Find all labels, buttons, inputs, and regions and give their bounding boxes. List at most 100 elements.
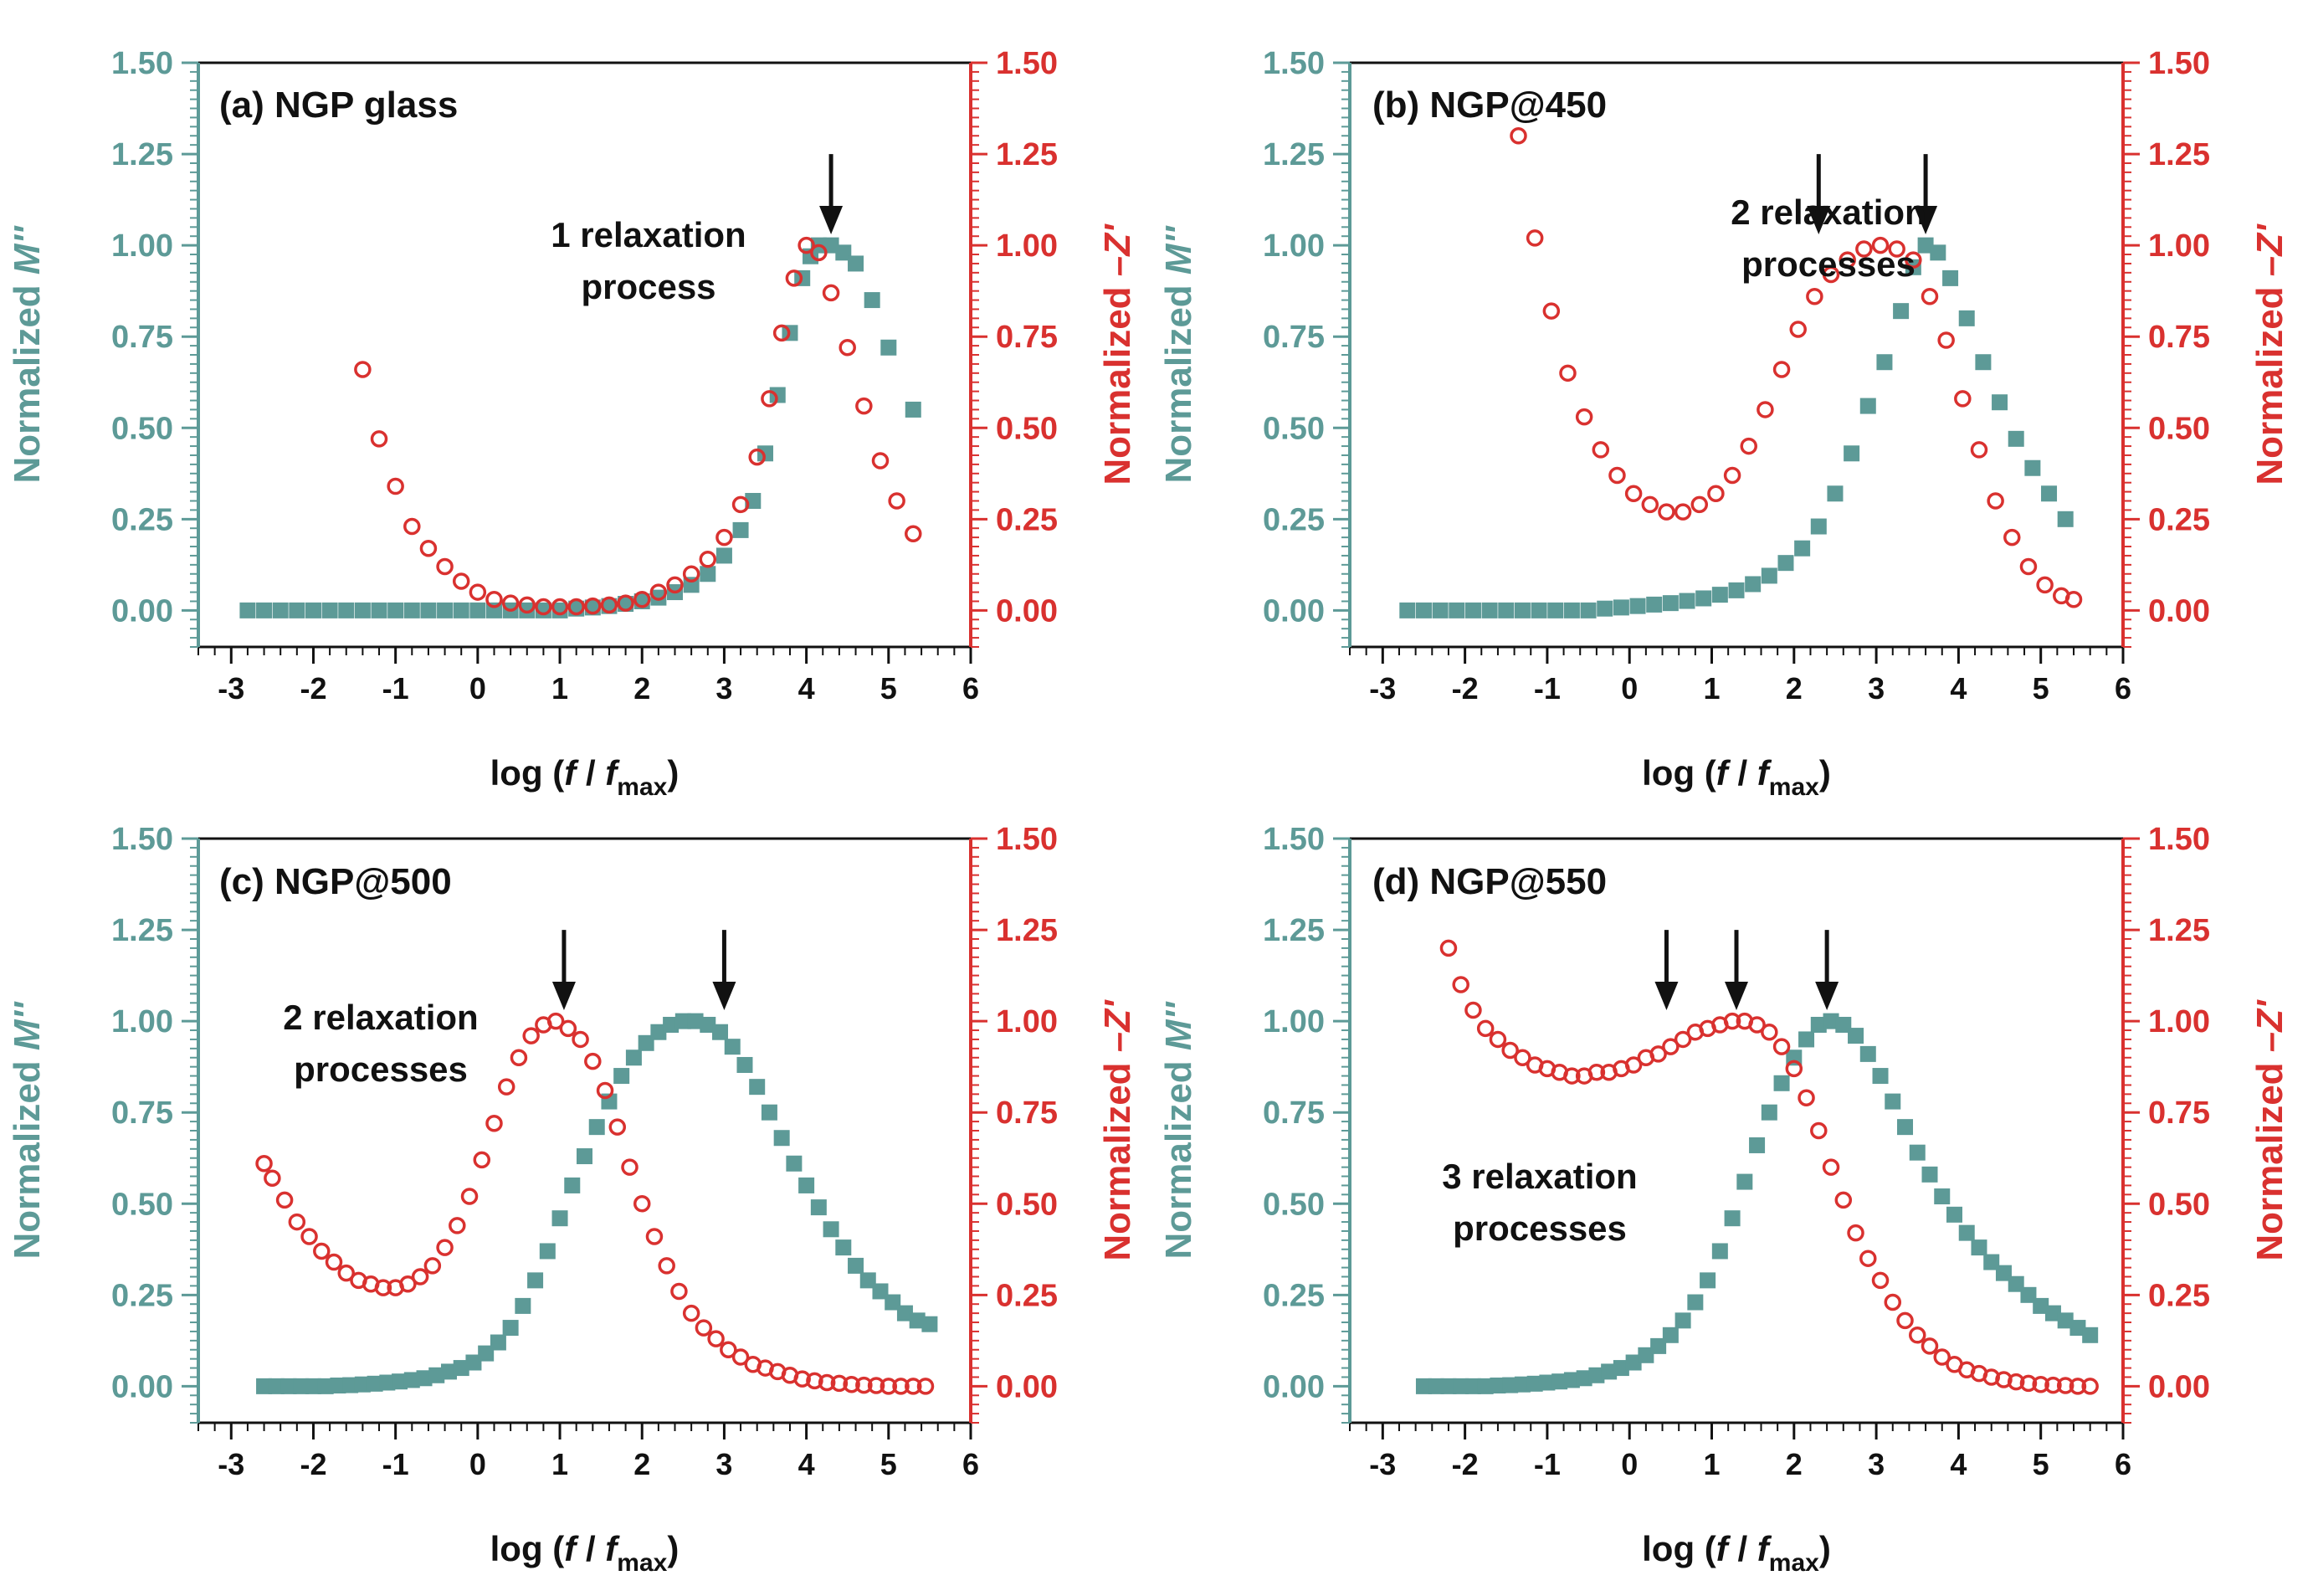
m-dblprime-point [1983,1254,2000,1270]
z-prime-point [559,1019,577,1038]
m-dblprime-point [2069,1320,2086,1337]
m-dblprime-point [1625,1354,1642,1371]
x-tick-label: 5 [880,1447,897,1481]
m-dblprime-point [1563,1372,1580,1388]
m-dblprime-point [613,1068,630,1085]
z-prime-point [584,597,602,615]
z-prime-point [855,1376,873,1394]
process-arrowhead [1815,982,1839,1011]
x-axis-title-sub: max [617,773,667,801]
m-dblprime-point [1662,595,1679,612]
z-prime-point [354,361,372,378]
z-prime-point [2081,1378,2099,1395]
z-prime-point [403,517,421,536]
m-dblprime-point [440,1363,457,1380]
m-dblprime-point [1794,540,1811,557]
z-prime-point [633,591,651,608]
relaxation-annotation: 3 relaxation [1442,1157,1637,1196]
z-prime-point [485,1115,503,1132]
x-axis-title-sub: max [1769,773,1819,801]
z-prime-point [1884,1293,1902,1311]
z-prime-point [1690,495,1709,514]
m-dblprime-point [1921,1166,1938,1183]
z-prime-point [2056,1377,2075,1394]
x-axis-title-suffix: ) [667,753,679,793]
y-left-tick-label: 1.50 [1263,46,1325,81]
z-prime-point [1847,1224,1864,1242]
x-tick-label: 4 [798,671,815,706]
z-prime-point [682,565,700,582]
z-prime-point [460,1188,479,1205]
m-dblprime-point [342,1377,359,1393]
m-dblprime-point [1597,600,1613,617]
m-dblprime-point [1810,1016,1827,1033]
m-dblprime-point [1415,602,1432,618]
z-prime-point [1970,441,1988,459]
z-prime-point [1514,1049,1531,1066]
y-left-axis-title-symbol: M'' [1158,1001,1199,1050]
m-dblprime-point [1798,1031,1815,1048]
z-prime-point [888,492,905,510]
z-prime-point [748,448,766,466]
y-right-axis-title-text: Normalized [2249,1052,2290,1260]
m-dblprime-point [403,1372,420,1388]
m-dblprime-point [724,1039,741,1055]
m-dblprime-point [403,602,420,618]
relaxation-annotation: processes [1453,1209,1627,1248]
m-dblprime-point [1724,1210,1741,1227]
m-dblprime-point [268,1378,285,1394]
z-prime-point [1662,1038,1680,1055]
m-dblprime-point [465,1354,482,1371]
m-dblprime-point [1930,244,1946,261]
y-left-tick-label: 0.50 [111,1187,173,1222]
z-prime-point [797,236,815,254]
z-prime-point [1510,127,1527,145]
z-prime-point [731,495,750,514]
y-left-axis-title: Normalized M'' [7,1001,48,1260]
panel-c: -3 -2 -1 0 1 2 3 4 5 6 0.00 0.00 0.25 0.25 0.50 0.50 0.7… [7,822,1138,1577]
z-prime-point [822,284,840,302]
z-prime-point [761,390,778,408]
m-dblprime-point [864,292,880,309]
m-dblprime-point [1934,1188,1951,1205]
z-prime-point [1896,1311,1914,1330]
z-prime-point [1810,1121,1828,1140]
m-dblprime-point [786,1155,803,1172]
x-tick-label: -2 [1452,1447,1479,1481]
m-dblprime-point [588,1119,605,1136]
m-dblprime-point [650,1024,667,1040]
m-dblprime-point [1777,555,1794,572]
z-prime-point [1839,251,1856,269]
relaxation-annotation: 2 relaxation [1731,192,1926,232]
z-prime-point [419,539,438,557]
y-left-axis-title: Normalized M'' [1158,225,1199,484]
m-dblprime-point [700,566,716,582]
m-dblprime-point [872,1283,889,1300]
y-left-tick-label: 1.00 [111,228,173,264]
m-dblprime-point [317,1378,334,1394]
m-dblprime-point [239,602,256,618]
z-prime-point [772,324,791,342]
m-dblprime-point [1449,602,1465,618]
m-dblprime-point [354,1376,371,1393]
m-dblprime-point [354,602,371,618]
x-axis-title-f: f [605,753,620,793]
y-left-tick-label: 0.50 [111,411,173,446]
m-dblprime-point [823,1221,839,1238]
m-dblprime-point [437,602,454,618]
panel-title: (b) NGP@450 [1372,85,1607,126]
z-prime-point [522,1027,540,1044]
m-dblprime-point [835,244,852,261]
z-prime-point [1785,1060,1803,1078]
m-dblprime-point [769,387,786,403]
y-right-tick-label: 0.00 [996,1369,1058,1404]
y-right-tick-label: 0.75 [996,320,1058,355]
y-left-tick-label: 1.00 [1263,228,1325,264]
y-left-axis-title-text: Normalized [1158,275,1199,483]
z-prime-point [1563,1067,1581,1085]
m-dblprime-point [1514,1376,1531,1393]
m-dblprime-point [1971,1239,1987,1256]
z-prime-point [1723,1012,1741,1030]
z-prime-point [1489,1030,1507,1049]
m-dblprime-point [896,1305,913,1321]
